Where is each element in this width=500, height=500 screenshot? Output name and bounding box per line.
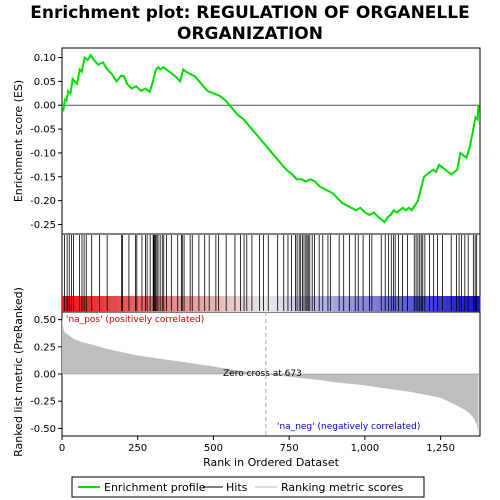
x-tick-label: 1,250 bbox=[426, 443, 455, 454]
ranking-color-segment bbox=[124, 296, 133, 312]
es-y-tick-label: -0.25 bbox=[30, 220, 56, 231]
ranking-color-segment bbox=[96, 296, 105, 312]
ranking-color-segment bbox=[424, 296, 432, 312]
ranking-y-tick-label: -0.25 bbox=[30, 397, 56, 408]
ranking-color-segment bbox=[159, 296, 167, 312]
ranking-color-segment bbox=[277, 296, 286, 312]
legend-label-ranking: Ranking metric scores bbox=[281, 481, 403, 494]
ranking-color-segment bbox=[229, 296, 237, 312]
ranking-color-segment bbox=[194, 296, 202, 312]
legend-label-hits: Hits bbox=[226, 481, 248, 494]
es-y-tick-label: -0.15 bbox=[30, 172, 56, 183]
ranking-color-segment bbox=[466, 296, 474, 312]
es-y-axis-label: Enrichment score (ES) bbox=[12, 80, 25, 202]
ranking-color-segment bbox=[438, 296, 446, 312]
ranking-color-segment bbox=[257, 296, 265, 312]
ranking-color-segment bbox=[166, 296, 174, 312]
ranking-color-segment bbox=[68, 296, 77, 312]
ranking-color-segment bbox=[375, 296, 383, 312]
es-y-tick-label: 0.10 bbox=[34, 53, 56, 64]
ranking-y-tick-label: 0.00 bbox=[34, 370, 56, 381]
ranking-color-segment bbox=[145, 296, 154, 312]
ranking-color-segment bbox=[62, 296, 70, 312]
x-tick-label: 250 bbox=[128, 443, 147, 454]
es-panel-frame bbox=[61, 47, 481, 235]
es-y-tick-label: 0.00 bbox=[34, 101, 56, 112]
ranking-color-segment bbox=[459, 296, 467, 312]
ranking-color-segment bbox=[347, 296, 356, 312]
ranking-color-segment bbox=[215, 296, 223, 312]
ranking-color-segment bbox=[284, 296, 293, 312]
ranking-color-segment bbox=[445, 296, 453, 312]
x-tick-label: 750 bbox=[280, 443, 299, 454]
ranking-color-segment bbox=[396, 296, 404, 312]
ranking-color-segment bbox=[201, 296, 209, 312]
ranking-color-segment bbox=[340, 296, 349, 312]
pos-correlated-label: 'na_pos' (positively correlated) bbox=[66, 315, 204, 325]
ranking-color-segment bbox=[187, 296, 195, 312]
ranking-y-tick-label: 0.25 bbox=[34, 342, 56, 353]
ranking-color-segment bbox=[110, 296, 119, 312]
ranking-color-segment bbox=[138, 296, 147, 312]
legend-box bbox=[71, 476, 425, 498]
ranking-color-segment bbox=[312, 296, 321, 312]
es-y-tick-label: -0.05 bbox=[30, 125, 56, 136]
es-y-tick-label: -0.20 bbox=[30, 196, 56, 207]
x-axis-label: Rank in Ordered Dataset bbox=[203, 456, 340, 469]
ranking-color-segment bbox=[333, 296, 342, 312]
ranking-color-segment bbox=[250, 296, 258, 312]
ranking-color-segment bbox=[368, 296, 376, 312]
ranking-y-tick-label: -0.50 bbox=[30, 424, 56, 435]
ranking-color-segment bbox=[236, 296, 244, 312]
ranking-y-axis-label: Ranked list metric (PreRanked) bbox=[12, 287, 25, 457]
chart-title-line2: ORGANIZATION bbox=[177, 24, 323, 44]
ranking-color-segment bbox=[382, 296, 390, 312]
ranking-color-segment bbox=[361, 296, 370, 312]
ranking-color-segment bbox=[152, 296, 161, 312]
ranking-color-segment bbox=[431, 296, 439, 312]
ranking-color-segment bbox=[264, 296, 272, 312]
ranking-color-segment bbox=[271, 296, 279, 312]
x-tick-label: 500 bbox=[204, 443, 223, 454]
x-tick-label: 0 bbox=[59, 443, 65, 454]
legend-label-enrichment: Enrichment profile bbox=[104, 481, 206, 494]
ranking-metric-area bbox=[62, 317, 479, 434]
x-tick-label: 1,000 bbox=[351, 443, 380, 454]
ranking-color-segment bbox=[452, 296, 460, 312]
es-y-tick-label: -0.10 bbox=[30, 148, 56, 159]
ranking-color-segment bbox=[173, 296, 181, 312]
es-y-tick-label: 0.05 bbox=[34, 77, 56, 88]
ranking-color-segment bbox=[89, 296, 98, 312]
ranking-y-tick-label: 0.50 bbox=[34, 315, 56, 326]
enrichment-profile-line bbox=[61, 53, 480, 224]
ranking-color-segment bbox=[319, 296, 328, 312]
zero-cross-label: Zero cross at 673 bbox=[223, 369, 302, 379]
ranking-color-segment bbox=[103, 296, 112, 312]
ranking-color-segment bbox=[208, 296, 216, 312]
chart-title-line1: Enrichment plot: REGULATION OF ORGANELLE bbox=[30, 3, 469, 23]
neg-correlated-label: 'na_neg' (negatively correlated) bbox=[277, 422, 420, 432]
ranking-color-segment bbox=[82, 296, 91, 312]
ranking-color-segment bbox=[403, 296, 411, 312]
